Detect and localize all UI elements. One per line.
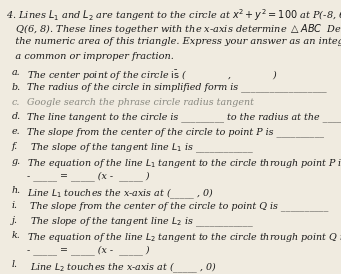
- Text: j.: j.: [12, 216, 18, 225]
- Text: 4. Lines $L_1$ and $L_2$ are tangent to the circle at $x^2 + y^2 = 100$ at P(-8,: 4. Lines $L_1$ and $L_2$ are tangent to …: [6, 7, 341, 23]
- Text: The line tangent to the circle is _________ to the radius at the __________: The line tangent to the circle is ______…: [21, 112, 341, 122]
- Text: The equation of the line $L_1$ tangent to the circle through point P is y: The equation of the line $L_1$ tangent t…: [21, 157, 341, 170]
- Text: k.: k.: [12, 231, 21, 240]
- Text: The slope from the center of the circle to point P is __________: The slope from the center of the circle …: [21, 127, 325, 137]
- Text: h.: h.: [12, 186, 21, 195]
- Text: Line $L_2$ touches the x-axis at (_____ , 0): Line $L_2$ touches the x-axis at (_____ …: [21, 260, 218, 274]
- Text: Google search the phrase circle radius tangent: Google search the phrase circle radius t…: [21, 98, 254, 107]
- Text: Line $L_1$ touches the x-axis at (_____ , 0): Line $L_1$ touches the x-axis at (_____ …: [21, 186, 214, 201]
- Text: The center point of the circle $\bar{\mathrm{is}}$ (              ,             : The center point of the circle $\bar{\ma…: [21, 68, 278, 83]
- Text: - _____ = _____ (x -  _____ ): - _____ = _____ (x - _____ ): [21, 172, 150, 181]
- Text: The slope of the tangent line $L_2$ is ____________: The slope of the tangent line $L_2$ is _…: [21, 216, 255, 229]
- Text: c.: c.: [12, 98, 20, 107]
- Text: g.: g.: [12, 157, 21, 166]
- Text: e.: e.: [12, 127, 20, 136]
- Text: The radius of the circle in simplified form is __________________: The radius of the circle in simplified f…: [21, 83, 327, 92]
- Text: The slope of the tangent line $L_1$ is ____________: The slope of the tangent line $L_1$ is _…: [21, 142, 255, 155]
- Text: l.: l.: [12, 260, 18, 269]
- Text: The equation of the line $L_2$ tangent to the circle through point Q is y: The equation of the line $L_2$ tangent t…: [21, 231, 341, 244]
- Text: the numeric area of this triangle. Express your answer as an integer or as: the numeric area of this triangle. Expre…: [6, 37, 341, 46]
- Text: a.: a.: [12, 68, 20, 77]
- Text: f.: f.: [12, 142, 18, 151]
- Text: a common or improper fraction.: a common or improper fraction.: [6, 52, 174, 61]
- Text: i.: i.: [12, 201, 18, 210]
- Text: d.: d.: [12, 112, 21, 121]
- Text: Q(6, 8). These lines together with the x-axis determine $\triangle ABC$  Determi: Q(6, 8). These lines together with the x…: [6, 22, 341, 36]
- Text: b.: b.: [12, 83, 21, 92]
- Text: - _____ = _____ (x -  _____ ): - _____ = _____ (x - _____ ): [21, 246, 150, 255]
- Text: The slope from the center of the circle to point Q is __________: The slope from the center of the circle …: [21, 201, 329, 211]
